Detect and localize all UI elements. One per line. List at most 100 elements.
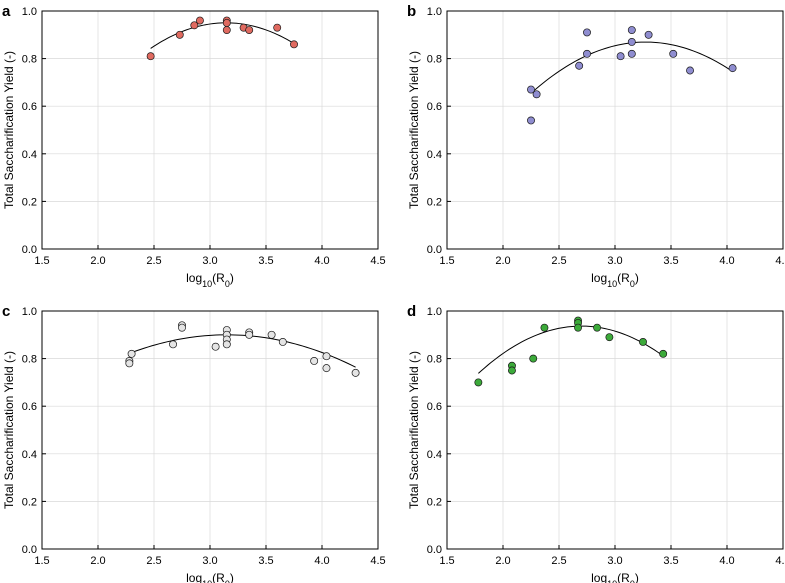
x-tick-label: 3.0 <box>202 255 217 267</box>
y-tick-label: 0.8 <box>427 354 442 366</box>
y-tick-label: 0.0 <box>427 544 442 556</box>
y-tick-label: 0.6 <box>427 101 442 113</box>
y-axis-title: Total Saccharification Yield (-) <box>2 351 16 509</box>
y-tick-label: 0.0 <box>22 244 37 256</box>
data-point <box>169 340 177 349</box>
x-axis-title: log10(R0) <box>591 571 639 583</box>
panel-b: 1.5 2.0 2.5 3.0 3.5 4.0 4.5 0.0 0.2 0.4 0.6 0.8 1.0 b… <box>407 3 785 289</box>
panel-letter: b <box>407 3 416 20</box>
y-tick-label: 0.8 <box>427 54 442 66</box>
x-tick-label: 4.0 <box>719 555 734 567</box>
y-tick-label: 0.4 <box>427 149 442 161</box>
y-tick-label: 0.8 <box>22 54 37 66</box>
data-point <box>211 342 220 351</box>
x-tick-label: 1.5 <box>34 555 49 567</box>
panel-letter: d <box>407 303 416 320</box>
data-point <box>540 323 549 332</box>
x-tick-label: 2.5 <box>146 555 161 567</box>
x-tick-label: 3.5 <box>258 255 273 267</box>
x-tick-label: 4.5 <box>370 555 385 567</box>
y-tick-label: 1.0 <box>427 6 442 18</box>
y-tick-label: 0.4 <box>22 149 37 161</box>
y-tick-label: 0.2 <box>22 496 37 508</box>
x-tick-label: 4.5 <box>775 555 785 567</box>
y-tick-label: 0.6 <box>427 401 442 413</box>
x-tick-label: 3.0 <box>202 555 217 567</box>
data-point <box>190 21 199 30</box>
data-point <box>529 354 538 363</box>
x-tick-label: 1.5 <box>439 555 454 567</box>
y-tick-label: 1.0 <box>22 6 37 18</box>
y-axis-title: Total Saccharification Yield (-) <box>407 351 421 509</box>
data-point <box>178 323 186 332</box>
x-tick-label: 4.0 <box>314 555 329 567</box>
data-point <box>146 52 155 61</box>
x-tick-label: 4.5 <box>775 255 785 267</box>
x-tick-label: 3.5 <box>663 255 678 267</box>
data-point <box>310 357 319 365</box>
x-tick-label: 3.0 <box>607 555 622 567</box>
x-tick-label: 2.5 <box>551 255 566 267</box>
data-point <box>659 349 668 358</box>
data-point <box>527 85 535 94</box>
y-axis-title: Total Saccharification Yield (-) <box>407 51 421 209</box>
data-point <box>290 40 298 49</box>
x-tick-label: 3.5 <box>663 555 678 567</box>
y-tick-label: 0.8 <box>22 354 37 366</box>
panel-letter: c <box>2 303 10 320</box>
y-tick-label: 0.2 <box>427 196 442 208</box>
x-tick-label: 3.5 <box>258 555 273 567</box>
data-point <box>127 349 136 358</box>
data-point <box>574 323 582 332</box>
x-tick-label: 2.5 <box>146 255 161 267</box>
y-tick-label: 1.0 <box>427 306 442 318</box>
fit-curve <box>129 334 356 368</box>
y-tick-label: 0.6 <box>22 101 37 113</box>
x-tick-label: 4.0 <box>719 255 734 267</box>
data-point <box>222 340 231 349</box>
data-point <box>125 359 134 368</box>
data-point <box>508 366 516 375</box>
y-tick-label: 0.4 <box>427 449 442 461</box>
data-point <box>644 30 653 39</box>
fit-curve <box>532 41 730 92</box>
x-tick-label: 4.5 <box>370 255 385 267</box>
data-point <box>627 26 636 34</box>
panel-c: 1.5 2.0 2.5 3.0 3.5 4.0 4.5 0.0 0.2 0.4 0.6 0.8 1.0 c… <box>2 303 386 583</box>
y-tick-label: 0.6 <box>22 401 37 413</box>
data-point <box>195 16 204 25</box>
data-point <box>222 26 231 34</box>
y-tick-label: 0.0 <box>22 544 37 556</box>
x-tick-label: 2.0 <box>90 555 105 567</box>
y-tick-label: 0.2 <box>427 496 442 508</box>
data-point <box>322 352 331 361</box>
y-axis-title: Total Saccharification Yield (-) <box>2 51 16 209</box>
y-tick-label: 0.0 <box>427 244 442 256</box>
panel-d: 1.5 2.0 2.5 3.0 3.5 4.0 4.5 0.0 0.2 0.4 0.6 0.8 1.0 d… <box>407 303 785 583</box>
x-tick-label: 2.0 <box>495 255 510 267</box>
data-point <box>267 330 276 339</box>
x-tick-label: 2.0 <box>90 255 105 267</box>
data-point <box>527 116 535 125</box>
data-point <box>245 26 254 34</box>
data-point <box>627 49 636 58</box>
data-point <box>474 378 483 387</box>
data-point <box>593 323 602 332</box>
data-point <box>627 37 636 46</box>
x-tick-label: 2.5 <box>551 555 566 567</box>
data-point <box>351 368 360 377</box>
data-point <box>222 18 231 27</box>
y-tick-label: 0.4 <box>22 449 37 461</box>
panel-letter: a <box>2 3 11 20</box>
fit-curve <box>478 325 664 374</box>
data-point <box>322 364 331 373</box>
x-tick-label: 3.0 <box>607 255 622 267</box>
x-tick-label: 2.0 <box>495 555 510 567</box>
data-point <box>583 28 591 37</box>
data-point <box>639 337 647 346</box>
x-axis-title: log10(R0) <box>186 271 234 289</box>
data-point <box>583 49 591 58</box>
x-axis-title: log10(R0) <box>591 271 639 289</box>
x-tick-label: 1.5 <box>34 255 49 267</box>
